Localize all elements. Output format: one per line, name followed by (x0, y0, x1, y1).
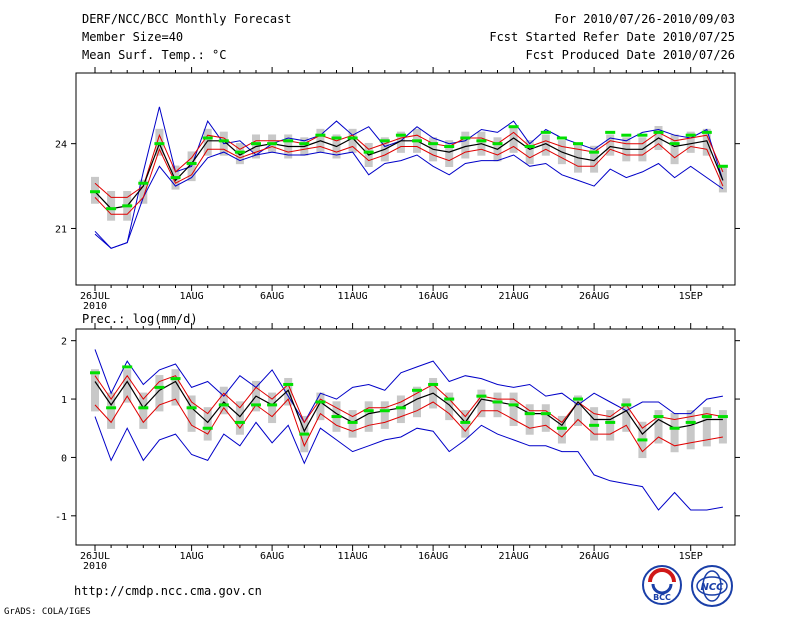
spread-box (91, 369, 99, 412)
spread-box (203, 407, 212, 441)
x-year-label: 2010 (83, 561, 107, 572)
grads-credit: GrADS: COLA/IGES (4, 607, 91, 617)
spread-box (509, 126, 518, 153)
spread-box (268, 392, 277, 424)
x-tick-label: 26AUG (579, 291, 609, 302)
spread-box (348, 128, 357, 153)
max-line (94, 106, 724, 249)
spread-box (670, 413, 679, 453)
x-tick-label: 16AUG (418, 291, 448, 302)
spread-box (219, 386, 228, 415)
spread-box (445, 140, 454, 167)
spread-box (107, 191, 116, 221)
spread-box (686, 410, 695, 450)
spread-box (622, 398, 631, 432)
prec-panel-frame (75, 328, 736, 546)
x-tick-label: 16AUG (418, 551, 448, 562)
y-tick-label: 2 (61, 337, 67, 348)
fcst-started-date: Fcst Started Refer Date 2010/07/25 (489, 30, 735, 44)
spread-box (235, 401, 244, 435)
spread-box (171, 369, 180, 406)
x-tick-label: 26JUL (80, 551, 110, 562)
x-tick-label: 1AUG (180, 551, 204, 562)
x-tick-label: 6AUG (260, 291, 284, 302)
spread-box (364, 401, 373, 432)
spread-box (670, 134, 679, 165)
max-line (94, 349, 723, 424)
spread-box (574, 395, 582, 426)
spread-box (139, 179, 148, 204)
lower-sd-line (94, 395, 723, 453)
min-line (94, 416, 723, 511)
figure-title: DERF/NCC/BCC Monthly Forecast (82, 12, 292, 26)
spread-box (413, 386, 421, 418)
x-tick-label: 11AUG (338, 291, 368, 302)
spread-box (155, 375, 164, 412)
spread-box (654, 410, 663, 444)
x-tick-label: 1SEP (679, 551, 703, 562)
bottom-variable-label: Prec.: log(mm/d) (82, 312, 198, 326)
spread-box (203, 128, 212, 156)
ensemble-mean-line (94, 137, 724, 210)
upper-sd-line (94, 374, 723, 429)
temp-panel-frame (75, 72, 736, 286)
min-line (94, 151, 724, 249)
upper-sd-line (94, 131, 724, 198)
x-tick-label: 26AUG (579, 551, 609, 562)
y-tick-label: 1 (61, 395, 67, 406)
spread-box (702, 407, 711, 447)
spread-box (590, 145, 599, 173)
spread-box (686, 131, 695, 153)
spread-box (187, 395, 196, 432)
fcst-produced-date: Fcst Produced Date 2010/07/26 (525, 48, 735, 62)
top-variable-label: Mean Surf. Temp.: °C (82, 48, 227, 62)
x-tick-label: 26JUL (80, 291, 110, 302)
spread-box (316, 392, 325, 421)
spread-box (107, 392, 116, 429)
spread-box (541, 134, 550, 156)
spread-box (477, 389, 486, 418)
x-tick-label: 21AUG (499, 291, 529, 302)
spread-box (525, 140, 534, 165)
x-tick-label: 21AUG (499, 551, 529, 562)
y-tick-label: -1 (55, 512, 67, 523)
spread-box (509, 392, 518, 426)
x-tick-label: 1AUG (180, 291, 204, 302)
x-year-label: 2010 (83, 301, 107, 312)
spread-box (606, 410, 615, 441)
ensemble-mean-line (94, 380, 723, 436)
bcc-logo: BCC (642, 565, 682, 605)
spread-box (541, 404, 550, 432)
spread-box (525, 404, 534, 435)
spread-box (718, 410, 727, 444)
spread-box (123, 369, 132, 403)
member-size: Member Size=40 (82, 30, 183, 44)
spread-box (493, 392, 502, 418)
y-tick-label: 0 (61, 453, 67, 464)
spread-box (606, 134, 615, 156)
lower-sd-line (94, 143, 724, 215)
spread-box (396, 131, 405, 153)
x-tick-label: 11AUG (338, 551, 368, 562)
temp-chart: 21 24 26JUL 1AUG 6AUG 11AUG 16AUG 21AUG 26AUG 1SE… (55, 67, 740, 312)
spread-box (461, 131, 470, 159)
x-tick-label: 1SEP (679, 291, 703, 302)
spread-box (380, 401, 389, 429)
forecast-period: For 2010/07/26-2010/09/03 (554, 12, 735, 26)
spread-box (445, 392, 454, 421)
x-tick-label: 6AUG (260, 551, 284, 562)
footer-url[interactable]: http://cmdp.ncc.cma.gov.cn (74, 584, 262, 598)
ncc-logo: NCC (691, 565, 733, 607)
prec-chart: -1 0 1 2 26JUL 1AUG 6AUG 11AUG 16AUG 21AUG 26AUG 1S… (55, 323, 740, 572)
y-tick-label: 24 (55, 140, 67, 151)
y-tick-label: 21 (55, 224, 67, 235)
svg-text:NCC: NCC (700, 582, 724, 593)
spread-box (139, 392, 148, 429)
svg-text:BCC: BCC (653, 593, 671, 602)
